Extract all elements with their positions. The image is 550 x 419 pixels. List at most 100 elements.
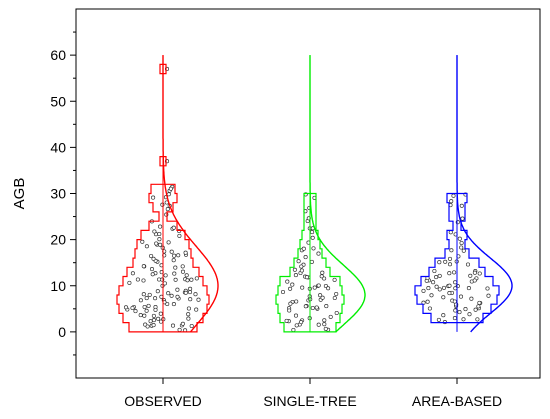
data-point bbox=[180, 269, 186, 274]
data-point bbox=[449, 199, 454, 204]
data-point bbox=[300, 285, 305, 290]
data-point bbox=[334, 310, 339, 316]
x-category-label: AREA-BASED bbox=[412, 393, 502, 409]
data-point bbox=[156, 316, 161, 321]
data-point bbox=[151, 323, 156, 328]
data-point bbox=[290, 282, 295, 287]
data-point bbox=[434, 284, 439, 289]
y-tick-label: 0 bbox=[58, 324, 66, 340]
data-point bbox=[452, 299, 457, 304]
y-tick-label: 20 bbox=[50, 232, 66, 248]
data-point bbox=[299, 268, 304, 273]
data-point bbox=[432, 268, 437, 274]
data-point bbox=[452, 316, 457, 321]
data-point bbox=[123, 305, 129, 310]
data-point bbox=[127, 280, 132, 285]
data-point bbox=[425, 299, 430, 304]
data-point bbox=[299, 264, 304, 269]
data-point bbox=[473, 307, 478, 312]
data-point bbox=[319, 274, 324, 279]
data-point bbox=[477, 271, 482, 276]
data-point bbox=[461, 248, 466, 253]
data-point bbox=[144, 296, 149, 301]
data-point bbox=[157, 231, 162, 237]
data-point bbox=[160, 202, 165, 207]
data-point bbox=[447, 291, 452, 296]
data-point bbox=[477, 300, 482, 305]
data-point bbox=[459, 203, 464, 208]
data-point bbox=[448, 230, 453, 235]
data-point bbox=[311, 246, 316, 251]
data-point bbox=[180, 264, 185, 269]
data-point bbox=[447, 262, 453, 267]
data-point bbox=[288, 301, 293, 306]
data-point bbox=[294, 323, 299, 328]
data-point bbox=[457, 310, 462, 315]
data-point bbox=[427, 306, 432, 311]
data-point bbox=[434, 275, 439, 280]
data-point bbox=[292, 267, 297, 272]
data-point bbox=[186, 306, 191, 311]
data-point bbox=[293, 313, 299, 318]
data-point bbox=[171, 225, 176, 230]
data-point bbox=[166, 240, 171, 245]
data-point bbox=[332, 277, 337, 282]
data-point bbox=[196, 297, 201, 302]
data-point bbox=[152, 229, 157, 234]
data-point bbox=[169, 293, 174, 298]
data-point bbox=[332, 295, 337, 301]
data-point bbox=[316, 322, 321, 327]
data-point bbox=[299, 320, 304, 325]
data-point bbox=[173, 265, 178, 270]
data-point bbox=[180, 321, 185, 326]
data-point bbox=[287, 308, 292, 313]
y-tick-label: 10 bbox=[50, 278, 66, 294]
data-point bbox=[296, 259, 301, 264]
data-point bbox=[453, 280, 458, 285]
data-point bbox=[158, 242, 163, 247]
x-category-label: SINGLE-TREE bbox=[263, 393, 356, 409]
data-point bbox=[142, 313, 147, 318]
data-point bbox=[468, 273, 473, 278]
data-point bbox=[188, 297, 193, 302]
data-point bbox=[326, 286, 331, 291]
data-point bbox=[460, 216, 465, 221]
data-point bbox=[154, 241, 159, 246]
data-point bbox=[194, 307, 199, 312]
data-point bbox=[194, 276, 199, 281]
data-point bbox=[322, 318, 327, 323]
y-tick-label: 40 bbox=[50, 139, 66, 155]
data-point bbox=[318, 293, 323, 298]
data-point bbox=[443, 259, 448, 264]
data-point bbox=[334, 291, 339, 297]
axes-layer: 0 10 20 30 40 50 60 AGB OBSERVED SINGLE-TREE AREA-… bbox=[11, 31, 502, 409]
data-point bbox=[441, 285, 447, 290]
y-tick-label: 60 bbox=[50, 47, 66, 63]
histogram-outlines-layer bbox=[116, 55, 500, 333]
data-point bbox=[426, 286, 431, 291]
data-point bbox=[301, 246, 306, 251]
data-point bbox=[421, 288, 426, 293]
histogram-outline-0-0 bbox=[116, 183, 210, 333]
data-point bbox=[303, 255, 308, 260]
data-point bbox=[185, 278, 190, 283]
data-point bbox=[457, 236, 462, 241]
data-point bbox=[486, 293, 491, 298]
data-point bbox=[153, 296, 158, 301]
data-point bbox=[173, 277, 178, 282]
data-point bbox=[184, 273, 189, 278]
data-point bbox=[476, 304, 481, 309]
normal-curve-0 bbox=[162, 55, 219, 333]
data-point bbox=[151, 195, 156, 200]
y-tick-label: 50 bbox=[50, 93, 66, 109]
data-point bbox=[135, 277, 140, 282]
data-point bbox=[436, 317, 441, 322]
data-point bbox=[304, 275, 309, 280]
data-point bbox=[316, 251, 321, 256]
data-point bbox=[158, 311, 163, 316]
data-point bbox=[285, 279, 290, 284]
data-point bbox=[291, 327, 296, 333]
data-point bbox=[280, 289, 286, 295]
